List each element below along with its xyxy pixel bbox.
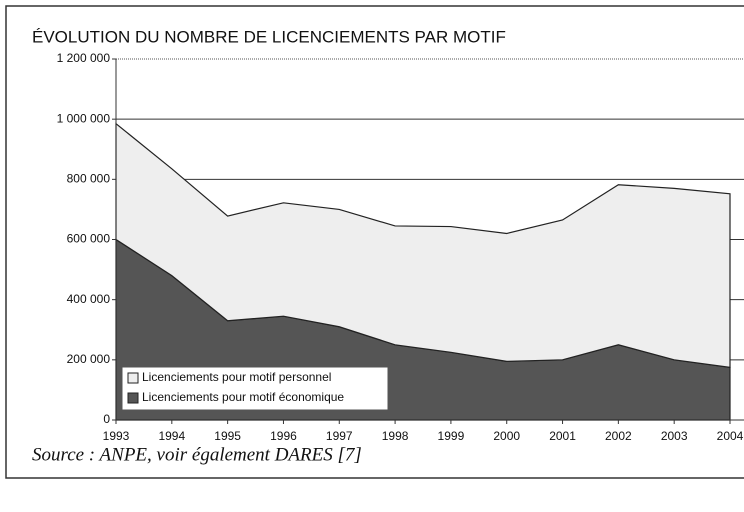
legend-label: Licenciements pour motif personnel [142,370,331,384]
x-tick-label: 2003 [661,429,688,443]
chart-title: ÉVOLUTION DU NOMBRE DE LICENCIEMENTS PAR… [32,27,506,46]
x-tick-label: 1995 [214,429,241,443]
x-tick-label: 2001 [549,429,576,443]
x-tick-label: 1996 [270,429,297,443]
x-tick-label: 1997 [326,429,353,443]
x-tick-label: 1994 [158,429,185,443]
x-tick-label: 2004 [717,429,744,443]
y-tick-label: 800 000 [67,172,111,186]
legend [121,366,389,411]
y-tick-label: 1 000 000 [57,111,111,125]
y-tick-label: 200 000 [67,352,111,366]
x-tick-label: 2000 [493,429,520,443]
legend-swatch [127,392,139,404]
area [115,122,731,369]
x-tick-label: 1993 [103,429,130,443]
x-tick-label: 1998 [382,429,409,443]
y-tick-label: 1 200 000 [57,51,111,65]
y-tick-label: 400 000 [67,292,111,306]
y-tick-label: 0 [103,412,110,426]
legend-swatch [127,372,139,384]
legend-label: Licenciements pour motif économique [142,390,344,404]
x-tick-label: 1999 [438,429,465,443]
x-tick-label: 2002 [605,429,632,443]
frame [5,5,744,479]
source: Source : ANPE, voir également DARES [7] [32,444,362,465]
y-tick-label: 600 000 [67,232,111,246]
